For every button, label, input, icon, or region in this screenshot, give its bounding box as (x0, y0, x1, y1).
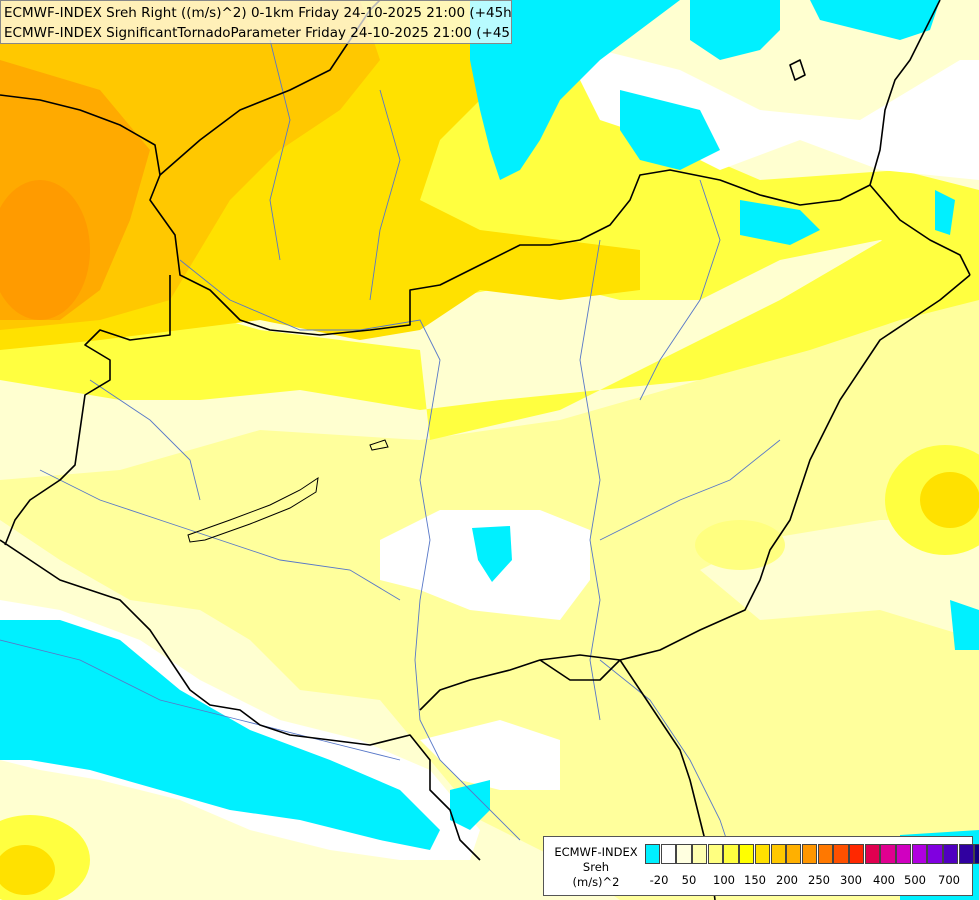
field-yellow-south (695, 520, 785, 570)
field-cyan-center (472, 526, 512, 582)
legend-title: ECMWF-INDEX Sreh (m/s)^2 (548, 845, 644, 890)
field-deep-yellow-sw (0, 845, 55, 895)
legend-title-line-2: Sreh (582, 860, 610, 874)
legend-swatch (754, 844, 771, 864)
legend-tick-label: 150 (744, 873, 766, 887)
border-ne (869, 0, 941, 186)
river-ne (639, 179, 721, 401)
river-east (599, 439, 781, 541)
legend-swatch (864, 844, 880, 864)
field-yellow (0, 230, 979, 440)
legend-swatch (707, 844, 724, 864)
title-line-2: ECMWF-INDEX SignificantTornadoParameter … (4, 25, 512, 41)
legend-swatch (880, 844, 896, 864)
legend-tick-labels: -20 50 100 150 200 250 300 400 500 700 (645, 873, 969, 889)
field-white-south (420, 720, 560, 790)
legend-swatch (692, 844, 708, 864)
legend-tick-label: 100 (713, 873, 735, 887)
legend-swatch (896, 844, 912, 864)
legend-tick-label: 500 (904, 873, 926, 887)
legend-tick-label: 50 (681, 873, 697, 887)
legend-swatch (911, 844, 927, 864)
legend-tick-label: 400 (873, 873, 895, 887)
legend-swatch (786, 844, 802, 864)
field-orange-core (0, 180, 90, 320)
field-cyan-east-edge (950, 600, 979, 650)
border-west (4, 275, 171, 546)
river-drava (39, 469, 401, 601)
color-legend: ECMWF-INDEX Sreh (m/s)^2 -20 50 100 150 200 2… (543, 836, 979, 896)
river-danube (179, 259, 521, 841)
field-deep-yellow-east (920, 472, 979, 528)
legend-swatch (848, 844, 865, 864)
legend-title-line-1: ECMWF-INDEX (554, 845, 638, 859)
river-tisza (579, 239, 601, 721)
map-title-box: ECMWF-INDEX Sreh Right ((m/s)^2) 0-1km F… (0, 0, 512, 44)
field-cyan-ne2 (810, 0, 940, 40)
legend-swatch (676, 844, 692, 864)
legend-swatch (660, 844, 676, 864)
legend-swatch (833, 844, 849, 864)
field-cyan-east (740, 200, 820, 245)
lake-balaton (187, 476, 319, 543)
legend-swatch (817, 844, 833, 864)
legend-tick-label: -20 (649, 873, 669, 887)
legend-tick-label: 250 (808, 873, 830, 887)
lake-small (369, 439, 389, 451)
field-cyan-mid (620, 90, 720, 170)
legend-tick-label: 700 (938, 873, 960, 887)
field-cyan-far-east (935, 190, 955, 235)
river-north2 (369, 89, 401, 301)
border-se (539, 659, 621, 681)
border-north (0, 94, 971, 336)
border-sw (0, 539, 481, 861)
legend-swatch (958, 844, 975, 864)
legend-title-line-3: (m/s)^2 (572, 875, 620, 889)
legend-swatch (943, 844, 959, 864)
field-white-north (560, 40, 979, 180)
field-cyan-ne (690, 0, 780, 60)
title-line-1: ECMWF-INDEX Sreh Right ((m/s)^2) 0-1km F… (4, 5, 512, 21)
legend-swatch (927, 844, 943, 864)
field-cyan-se-coast (450, 780, 490, 830)
border-east (419, 274, 971, 711)
legend-tick-label: 200 (776, 873, 798, 887)
legend-swatch (974, 844, 979, 864)
legend-swatch (739, 844, 755, 864)
legend-swatch (723, 844, 739, 864)
rivers (0, 39, 781, 881)
river-north (269, 39, 291, 261)
border-ne-coast (789, 59, 806, 81)
legend-swatch (645, 844, 661, 864)
river-sava (0, 639, 401, 761)
field-cyan-north (470, 0, 680, 180)
legend-color-bar (645, 844, 979, 864)
field-cyan-sw (0, 620, 440, 850)
river-west (89, 379, 201, 501)
legend-tick-label: 300 (840, 873, 862, 887)
legend-swatch (801, 844, 818, 864)
legend-swatch (770, 844, 786, 864)
